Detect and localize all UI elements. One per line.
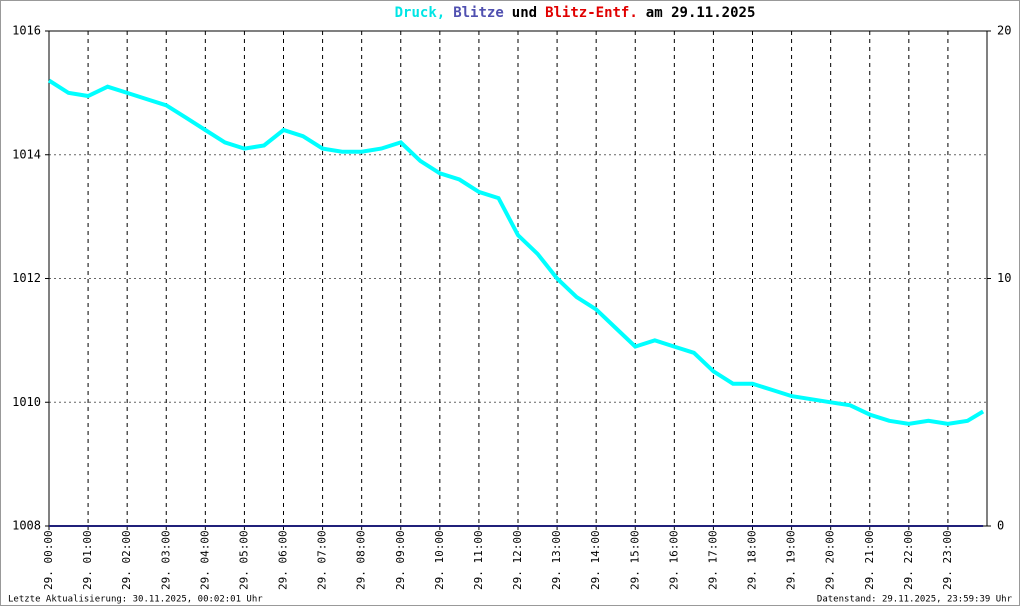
footer-left: Letzte Aktualisierung: 30.11.2025, 00:02…: [8, 595, 263, 605]
x-tick-label: 29. 18:00: [746, 530, 759, 590]
y2-tick-label: 10: [997, 271, 1011, 285]
x-tick-label: 29. 16:00: [667, 530, 680, 590]
series-line: [47, 78, 985, 426]
x-tick-label: 29. 02:00: [120, 530, 133, 590]
chart-title: Druck, Blitze und Blitz-Entf. am 29.11.2025: [395, 5, 756, 21]
x-tick-label: 29. 05:00: [237, 530, 250, 590]
footer-right: Datenstand: 29.11.2025, 23:59:39 Uhr: [817, 595, 1013, 605]
x-tick-label: 29. 08:00: [355, 530, 368, 590]
x-tick-label: 29. 14:00: [589, 530, 602, 590]
title-part: Blitz-Entf.: [545, 5, 638, 21]
x-tick-label: 29. 15:00: [628, 530, 641, 590]
x-tick-label: 29. 17:00: [706, 530, 719, 590]
y-tick-label: 1010: [12, 395, 41, 409]
x-tick-label: 29. 22:00: [902, 530, 915, 590]
x-tick-label: 29. 03:00: [159, 530, 172, 590]
x-tick-label: 29. 11:00: [472, 530, 485, 590]
y2-tick-label: 20: [997, 24, 1011, 38]
y-tick-label: 1008: [12, 519, 41, 533]
x-tick-label: 29. 23:00: [941, 530, 954, 590]
x-tick-label: 29. 20:00: [824, 530, 837, 590]
y-tick-label: 1016: [12, 24, 41, 38]
x-tick-label: 29. 13:00: [550, 530, 563, 590]
y2-tick-label: 0: [997, 519, 1004, 533]
title-part: und: [512, 5, 537, 21]
y-tick-label: 1014: [12, 147, 41, 161]
x-tick-label: 29. 10:00: [433, 530, 446, 590]
x-tick-label: 29. 07:00: [316, 530, 329, 590]
x-tick-label: 29. 06:00: [277, 530, 290, 590]
x-tick-label: 29. 21:00: [863, 530, 876, 590]
x-tick-label: 29. 00:00: [42, 530, 55, 590]
x-tick-label: 29. 19:00: [785, 530, 798, 590]
y-tick-label: 1012: [12, 271, 41, 285]
title-part: Druck,: [395, 5, 446, 21]
x-tick-label: 29. 09:00: [394, 530, 407, 590]
title-part: am 29.11.2025: [646, 5, 756, 21]
x-tick-label: 29. 01:00: [81, 530, 94, 590]
x-tick-label: 29. 04:00: [198, 530, 211, 590]
x-tick-label: 29. 12:00: [511, 530, 524, 590]
title-part: Blitze: [453, 5, 504, 21]
